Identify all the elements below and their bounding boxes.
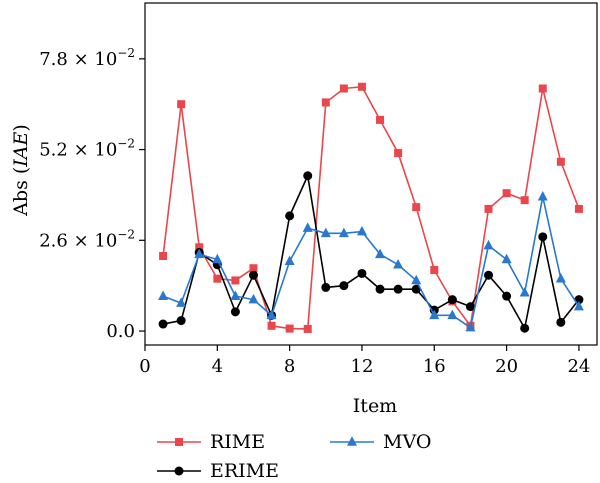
data-point-rime (195, 243, 204, 252)
data-point-mvo (447, 309, 458, 320)
data-point-mvo (338, 227, 349, 238)
data-point-erime (321, 282, 331, 292)
data-point-rime (177, 100, 186, 109)
axes: 0 4 8 12 16 20 24 0.0 2.6 × 10−2 5.2 × 10−2 7.8 × … (10, 2, 598, 417)
data-point-mvo (573, 300, 584, 311)
data-point-mvo (212, 253, 223, 264)
data-point-rime (412, 203, 421, 212)
data-point-mvo (266, 309, 277, 320)
legend: RIME ERIME MVO (157, 431, 431, 482)
data-point-rime (574, 204, 583, 213)
data-point-erime (248, 270, 258, 280)
data-point-erime (393, 284, 403, 294)
y-tick-label: 5.2 × 10−2 (39, 137, 135, 161)
data-point-mvo (483, 239, 494, 250)
data-point-mvo (248, 293, 259, 304)
legend-marker-rime (175, 438, 183, 446)
data-point-rime (267, 321, 276, 330)
data-point-rime (484, 204, 493, 213)
series-erime (158, 171, 584, 333)
legend-marker-erime (174, 466, 184, 476)
data-point-erime (357, 268, 367, 278)
data-point-erime (484, 270, 494, 280)
series-line-rime (162, 85, 580, 330)
legend-label-rime: RIME (210, 431, 265, 453)
legend-item-mvo: MVO (330, 431, 431, 453)
y-axis-title: Abs (IAE) (10, 124, 32, 217)
data-point-mvo (194, 248, 205, 259)
data-point-erime (375, 284, 385, 294)
y-tick-label: 2.6 × 10−2 (39, 227, 135, 251)
data-point-mvo (519, 286, 530, 297)
data-point-erime (538, 232, 548, 242)
data-point-mvo (356, 225, 367, 236)
data-point-erime (520, 323, 530, 333)
data-point-rime (285, 324, 294, 333)
data-point-mvo (537, 190, 548, 201)
data-point-mvo (176, 297, 187, 307)
data-point-erime (230, 307, 240, 317)
legend-label-erime: ERIME (210, 460, 279, 482)
legend-item-rime: RIME (157, 431, 265, 453)
data-point-erime (556, 317, 566, 327)
y-tick-label: 7.8 × 10−2 (39, 46, 135, 70)
data-point-rime (520, 196, 529, 205)
x-tick-label: 4 (212, 356, 223, 377)
data-point-erime (158, 319, 168, 329)
data-point-rime (538, 84, 547, 93)
data-point-rime (376, 115, 385, 124)
x-tick-label: 12 (351, 356, 374, 377)
series-line-mvo (162, 195, 580, 329)
data-point-erime (285, 211, 295, 221)
data-point-erime (411, 284, 421, 294)
y-tick-label: 0.0 (106, 321, 135, 342)
data-point-mvo (411, 274, 422, 285)
data-point-mvo (501, 253, 512, 264)
data-point-rime (556, 157, 565, 166)
data-point-mvo (429, 309, 440, 320)
x-tick-label: 24 (567, 356, 590, 377)
data-point-mvo (158, 290, 169, 300)
legend-marker-mvo (347, 436, 357, 446)
data-point-rime (213, 274, 222, 283)
data-point-mvo (284, 255, 295, 266)
data-point-rime (394, 149, 403, 158)
data-point-rime (502, 189, 511, 198)
data-point-mvo (302, 222, 313, 232)
x-tick-label: 8 (284, 356, 295, 377)
data-point-rime (249, 264, 258, 273)
data-point-mvo (555, 272, 566, 283)
data-point-mvo (375, 248, 386, 259)
data-point-erime (303, 171, 313, 181)
data-point-erime (176, 316, 186, 326)
data-point-rime (231, 276, 240, 285)
x-axis-title: Item (353, 395, 397, 417)
data-point-rime (430, 265, 439, 274)
series-mvo (158, 190, 584, 332)
data-point-rime (321, 98, 330, 107)
data-point-rime (303, 324, 312, 333)
axes-frame (144, 2, 598, 346)
data-point-mvo (230, 290, 241, 300)
legend-label-mvo: MVO (383, 431, 431, 453)
data-point-rime (339, 84, 348, 93)
plot-area (158, 82, 584, 333)
x-tick-label: 16 (423, 356, 446, 377)
series-line-erime (162, 174, 580, 330)
data-point-mvo (465, 321, 476, 332)
data-point-rime (357, 82, 366, 91)
data-point-mvo (320, 227, 331, 238)
data-point-erime (339, 281, 349, 291)
x-tick-label: 20 (495, 356, 518, 377)
data-point-rime (159, 252, 168, 261)
x-tick-label: 0 (139, 356, 150, 377)
data-point-erime (465, 302, 475, 312)
data-point-erime (502, 291, 512, 301)
data-point-erime (447, 295, 457, 305)
series-rime (159, 82, 583, 333)
data-point-mvo (393, 259, 404, 269)
legend-item-erime: ERIME (157, 460, 279, 482)
